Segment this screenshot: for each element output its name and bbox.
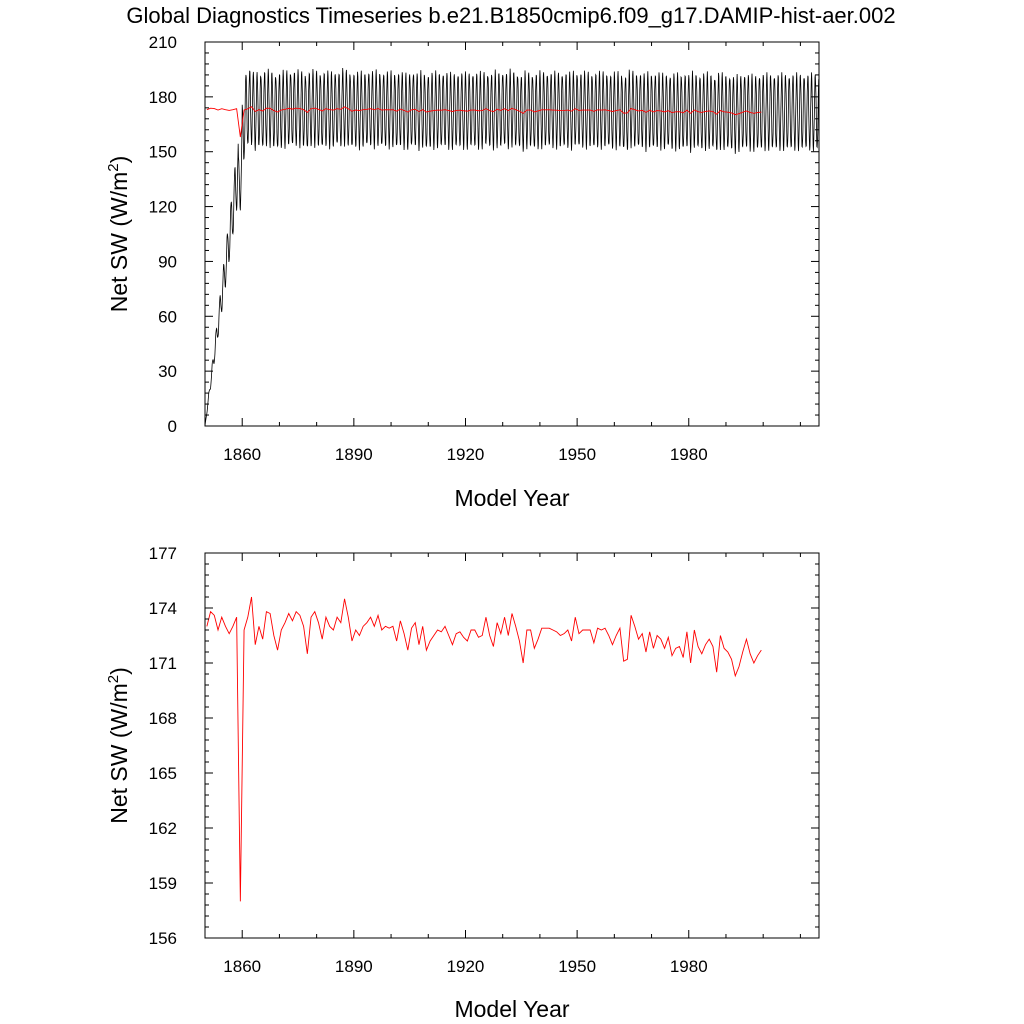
top-y-tick-label: 120 [149, 198, 177, 217]
top-y-tick-label: 0 [168, 417, 177, 436]
bottom-x-tick-label: 1920 [447, 957, 485, 976]
top-y-tick-label: 210 [149, 33, 177, 52]
top-annual-mean-series-line [206, 106, 762, 138]
bottom-x-axis-title: Model Year [454, 996, 569, 1022]
top-x-tick-label: 1950 [558, 445, 596, 464]
top-y-tick-label: 150 [149, 143, 177, 162]
top-x-tick-label: 1890 [335, 445, 373, 464]
bottom-y-tick-label: 174 [149, 599, 177, 618]
top-x-tick-label: 1920 [447, 445, 485, 464]
bottom-y-tick-label: 171 [149, 654, 177, 673]
top-y-axis-title-main: Net SW (W/m [106, 172, 132, 313]
bottom-plot-frame [204, 552, 820, 939]
top-tick-labels: 1860 1890 1920 1950 1980 0 30 60 90 120 150 180 210 [149, 33, 708, 464]
bottom-y-axis-title-close: ) [106, 667, 132, 675]
top-y-axis-title: Net SW (W/m2) [105, 156, 132, 313]
bottom-x-tick-label: 1980 [670, 957, 708, 976]
top-y-tick-label: 30 [158, 362, 177, 381]
bottom-y-axis-title-main: Net SW (W/m [106, 683, 132, 824]
bottom-y-tick-label: 168 [149, 709, 177, 728]
bottom-x-tick-label: 1950 [558, 957, 596, 976]
bottom-panel: 1860 1890 1920 1950 1980 156 159 162 165 168 171 17… [105, 544, 820, 1022]
bottom-y-tick-label: 159 [149, 874, 177, 893]
top-y-tick-label: 90 [158, 252, 177, 271]
top-series-layer [205, 67, 819, 426]
bottom-tick-labels: 1860 1890 1920 1950 1980 156 159 162 165 168 171 17… [149, 544, 708, 976]
bottom-series-layer [206, 596, 762, 902]
bottom-y-tick-label: 162 [149, 819, 177, 838]
top-monthly-series-line [205, 67, 819, 426]
top-y-axis-title-close: ) [106, 156, 132, 164]
bottom-annual-mean-series-line [206, 596, 762, 902]
top-ticks-layer [204, 41, 819, 427]
top-plot-frame [204, 41, 820, 427]
top-x-tick-label: 1860 [223, 445, 261, 464]
bottom-ticks-layer [204, 552, 819, 939]
bottom-y-axis-title: Net SW (W/m2) [105, 667, 132, 824]
bottom-y-tick-label: 165 [149, 764, 177, 783]
bottom-x-tick-label: 1860 [223, 957, 261, 976]
bottom-y-axis-title-sup: 2 [105, 675, 122, 683]
top-y-tick-label: 60 [158, 307, 177, 326]
figure-title: Global Diagnostics Timeseries b.e21.B185… [126, 3, 895, 28]
top-y-tick-label: 180 [149, 88, 177, 107]
bottom-y-tick-label: 156 [149, 929, 177, 948]
top-panel: 1860 1890 1920 1950 19800306090120150180210 … [105, 33, 820, 511]
top-y-axis-title-sup: 2 [105, 163, 122, 171]
top-x-tick-label: 1980 [670, 445, 708, 464]
top-x-axis-title: Model Year [454, 485, 569, 511]
bottom-y-tick-label: 177 [149, 544, 177, 563]
bottom-x-tick-label: 1890 [335, 957, 373, 976]
